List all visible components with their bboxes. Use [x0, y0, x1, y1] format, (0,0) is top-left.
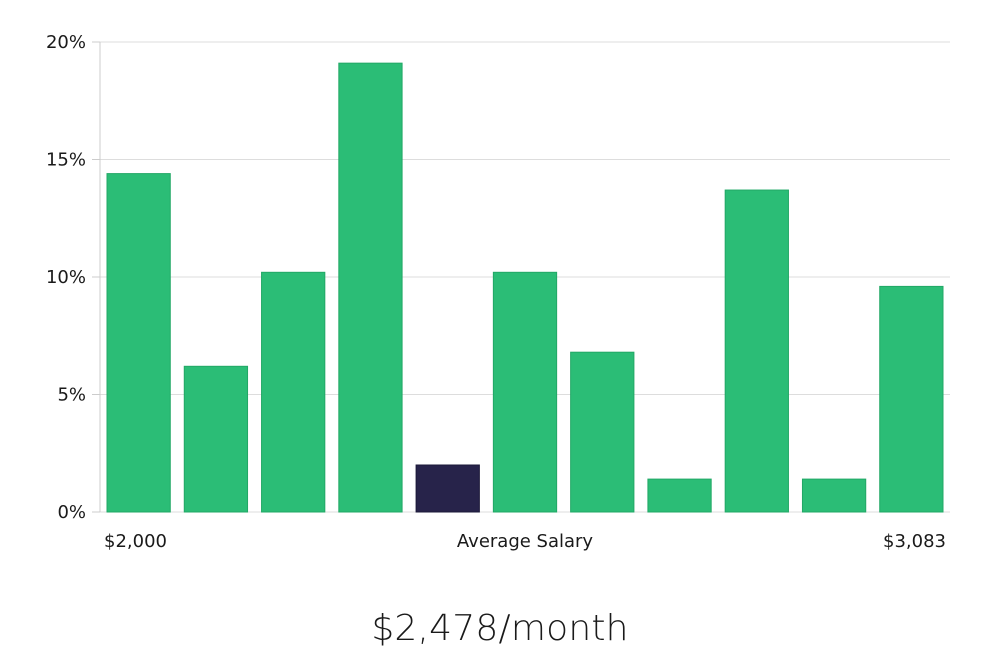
bar — [106, 173, 171, 513]
y-axis: 0% 5% 10% 15% 20% — [46, 32, 101, 523]
x-label-min: $2,000 — [104, 531, 167, 552]
average-salary-value: $2,478/month — [371, 608, 629, 649]
bar — [338, 62, 403, 513]
bar — [801, 478, 867, 513]
bar — [647, 478, 712, 513]
bars — [106, 62, 944, 513]
y-tick-label: 20% — [46, 32, 86, 53]
y-tick-label: 15% — [46, 150, 86, 171]
x-label-max: $3,083 — [883, 531, 946, 552]
bar — [570, 351, 635, 513]
salary-distribution-chart: 0% 5% 10% 15% 20% $2,000 Average Salary $3,0… — [46, 32, 950, 552]
bar — [724, 189, 789, 513]
bar — [183, 365, 249, 513]
y-tick-label: 0% — [57, 502, 86, 523]
x-axis-title: Average Salary — [457, 531, 594, 552]
y-tick-label: 10% — [46, 267, 86, 288]
bar — [261, 271, 326, 513]
bar — [879, 285, 944, 513]
y-tick-label: 5% — [57, 385, 86, 406]
bar-highlighted — [415, 464, 480, 513]
bar — [492, 271, 558, 513]
